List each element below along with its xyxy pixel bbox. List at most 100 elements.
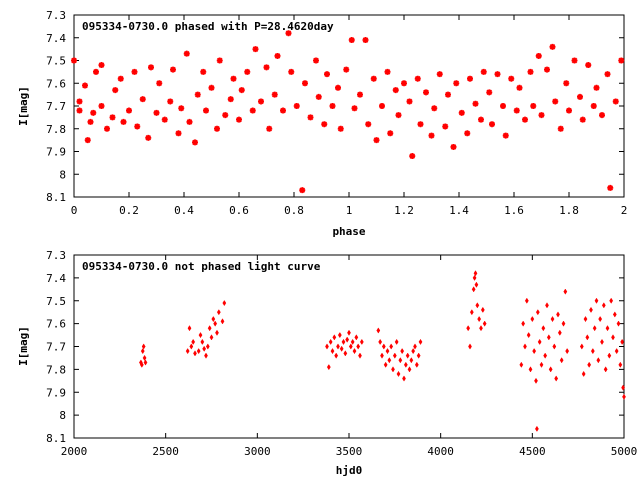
unphased-y-tick-label: 7.9 xyxy=(46,386,66,399)
data-point xyxy=(384,68,391,75)
data-point xyxy=(513,107,520,114)
data-point xyxy=(544,66,550,73)
unphased-plot-title: 095334-0730.0 not phased light curve xyxy=(82,260,321,273)
data-point xyxy=(566,107,572,114)
data-point xyxy=(445,91,451,98)
data-point xyxy=(530,103,537,109)
data-point xyxy=(334,352,339,359)
data-point xyxy=(143,359,148,366)
data-point xyxy=(227,96,234,103)
data-point xyxy=(394,338,399,346)
data-point xyxy=(214,125,220,132)
unphased-y-tick-label: 8.1 xyxy=(46,432,66,445)
data-point xyxy=(413,343,417,350)
data-point xyxy=(156,80,163,87)
unphased-x-tick-label: 2500 xyxy=(152,445,179,458)
data-point xyxy=(347,329,351,336)
data-point xyxy=(599,112,605,119)
data-point xyxy=(161,116,168,123)
data-point xyxy=(474,281,479,288)
data-point xyxy=(400,347,405,355)
data-point xyxy=(186,118,193,125)
phased-y-tick-label: 7.3 xyxy=(46,9,66,22)
data-point xyxy=(472,100,479,107)
data-point xyxy=(552,343,557,350)
data-point xyxy=(131,68,138,75)
data-point xyxy=(453,80,460,87)
data-point xyxy=(587,361,592,368)
unphased-data-points xyxy=(139,270,626,432)
data-point xyxy=(222,112,229,119)
data-point xyxy=(222,299,227,307)
data-point xyxy=(530,315,535,323)
data-point xyxy=(98,103,105,109)
data-point xyxy=(486,89,493,96)
data-point xyxy=(230,75,237,82)
data-point xyxy=(621,384,625,391)
data-point xyxy=(385,347,390,355)
data-point xyxy=(362,37,369,44)
phased-x-tick-label: 2 xyxy=(621,204,628,217)
data-point xyxy=(170,66,176,73)
data-point xyxy=(299,187,306,194)
data-point xyxy=(561,320,566,327)
data-point xyxy=(194,91,201,98)
data-point xyxy=(603,366,608,373)
data-point xyxy=(585,62,592,69)
data-point xyxy=(607,352,612,359)
data-point xyxy=(205,343,210,350)
data-point xyxy=(326,364,331,371)
data-point xyxy=(140,347,145,355)
data-point xyxy=(345,336,350,343)
data-point xyxy=(571,57,578,64)
data-point xyxy=(407,366,412,373)
unphased-x-tick-label: 2000 xyxy=(61,445,88,458)
data-point xyxy=(482,320,487,327)
data-point xyxy=(609,297,614,304)
phased-x-tick-label: 0.4 xyxy=(174,204,194,217)
data-point xyxy=(330,347,335,355)
data-point xyxy=(302,80,308,87)
data-point xyxy=(220,318,225,325)
data-point xyxy=(202,345,207,352)
data-point xyxy=(379,103,385,109)
phased-y-tick-label: 7.8 xyxy=(46,123,66,136)
data-point xyxy=(598,315,603,323)
data-point xyxy=(554,375,559,382)
data-point xyxy=(387,357,392,364)
data-point xyxy=(516,84,523,91)
data-point xyxy=(543,352,548,359)
data-point xyxy=(208,84,215,91)
data-point xyxy=(607,184,614,191)
data-point xyxy=(126,107,132,114)
data-point xyxy=(348,343,353,350)
data-point xyxy=(82,82,88,89)
data-point xyxy=(526,331,531,339)
data-point xyxy=(90,109,97,116)
data-point xyxy=(204,352,208,359)
data-point xyxy=(71,57,77,64)
data-point xyxy=(402,375,406,382)
data-point xyxy=(109,114,116,121)
data-point xyxy=(538,112,545,119)
data-point xyxy=(307,114,314,121)
data-point xyxy=(563,288,568,295)
data-point xyxy=(335,84,341,91)
phased-x-tick-label: 1.6 xyxy=(504,204,524,217)
data-point xyxy=(594,297,599,304)
phased-x-tick-label: 0.2 xyxy=(119,204,139,217)
unphased-y-tick-label: 7.4 xyxy=(46,272,66,285)
phased-y-tick-label: 8 xyxy=(59,168,66,181)
data-point xyxy=(380,352,384,359)
data-point xyxy=(612,311,617,318)
data-point xyxy=(605,325,610,332)
data-point xyxy=(293,103,300,109)
data-point xyxy=(258,98,264,105)
phased-y-tick-label: 8.1 xyxy=(46,191,66,204)
unphased-y-tick-label: 7.6 xyxy=(46,318,66,331)
data-point xyxy=(167,98,174,105)
data-point xyxy=(365,121,372,128)
data-point xyxy=(527,68,534,75)
data-point xyxy=(473,270,478,277)
phased-y-tick-label: 7.7 xyxy=(46,100,66,113)
